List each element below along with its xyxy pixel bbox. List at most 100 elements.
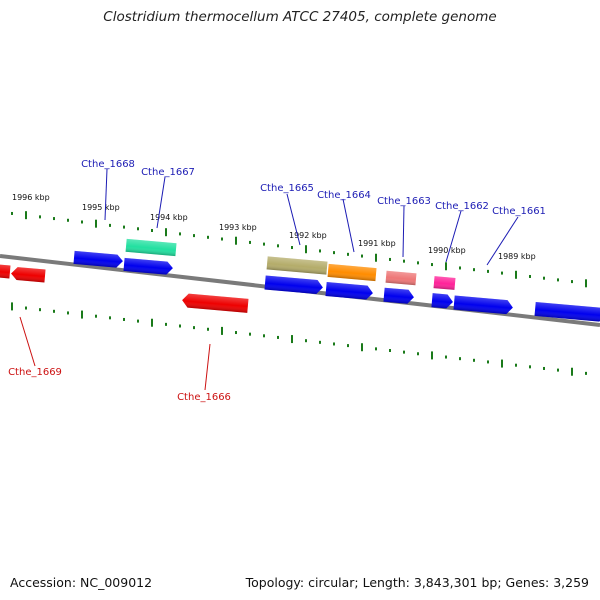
minor-tick (151, 228, 153, 232)
minor-tick (403, 259, 405, 263)
minor-tick (333, 251, 335, 255)
genome-summary: Topology: circular; Length: 3,843,301 bp… (245, 575, 589, 590)
minor-tick (347, 344, 349, 348)
gene-arrow-plus[interactable] (431, 293, 453, 309)
feature-cthe-1667[interactable] (125, 238, 177, 257)
minor-tick (207, 235, 209, 239)
map-title: Clostridium thermocellum ATCC 27405, com… (103, 9, 497, 25)
gene-arrow-plus[interactable] (534, 301, 600, 322)
feature-cthe-1662[interactable] (433, 276, 456, 290)
minor-tick (417, 261, 419, 265)
major-tick (11, 302, 13, 311)
minor-tick (67, 311, 69, 315)
minor-tick (459, 357, 461, 361)
gene-arrow-cthe-1666[interactable] (182, 293, 249, 313)
gene-label-cthe-1663[interactable]: Cthe_1663 (377, 196, 431, 207)
minor-tick (291, 246, 293, 250)
minor-tick (305, 339, 307, 343)
gene-arrow-plus[interactable] (325, 282, 373, 300)
major-tick (165, 228, 167, 237)
minor-tick (473, 268, 475, 272)
minor-tick (137, 319, 139, 323)
minor-tick (221, 237, 223, 241)
gene-arrow-minus-partial[interactable] (0, 264, 11, 279)
feature-cthe-1663[interactable] (385, 270, 417, 286)
major-tick (221, 326, 223, 335)
minor-tick (529, 365, 531, 369)
minor-tick (487, 360, 489, 364)
minor-tick (333, 342, 335, 346)
major-tick (431, 351, 433, 360)
minor-tick (277, 244, 279, 248)
gene-label-cthe-1662[interactable]: Cthe_1662 (435, 201, 489, 212)
minor-tick (165, 322, 167, 326)
gene-label-cthe-1669[interactable]: Cthe_1669 (8, 367, 62, 378)
major-tick (95, 219, 97, 228)
gene-arrow-plus[interactable] (383, 287, 414, 305)
gene-label-cthe-1661[interactable]: Cthe_1661 (492, 206, 546, 217)
accession-label: Accession: NC_009012 (10, 575, 153, 590)
major-tick (571, 367, 573, 376)
major-tick (25, 211, 27, 220)
minor-tick (123, 317, 125, 321)
minor-tick (319, 340, 321, 344)
minor-tick (515, 363, 517, 367)
gene-arrow-cthe-1661[interactable] (453, 295, 514, 315)
minor-tick (53, 309, 55, 313)
minor-tick (25, 306, 27, 310)
gene-label-cthe-1667[interactable]: Cthe_1667 (141, 167, 195, 178)
gene-label-cthe-1664[interactable]: Cthe_1664 (317, 190, 371, 201)
kbp-label: 1993 kbp (219, 223, 257, 232)
minor-tick (389, 349, 391, 352)
minor-tick (459, 266, 461, 270)
minor-tick (235, 331, 237, 335)
minor-tick (39, 215, 41, 219)
major-tick (375, 253, 377, 262)
minor-tick (109, 223, 111, 227)
gene-label-cthe-1668[interactable]: Cthe_1668 (81, 159, 135, 170)
major-tick (515, 270, 517, 279)
minor-tick (445, 355, 447, 359)
kbp-label: 1996 kbp (12, 193, 50, 202)
label-leaders (19, 168, 519, 391)
minor-tick (137, 227, 139, 231)
gene-label-cthe-1665[interactable]: Cthe_1665 (260, 183, 314, 194)
feature-cthe-1665[interactable] (266, 256, 328, 275)
gene-label-cthe-1666[interactable]: Cthe_1666 (177, 392, 231, 403)
gene-arrow-cthe-1669[interactable] (11, 267, 46, 283)
gene-arrow-plus[interactable] (123, 257, 173, 275)
major-tick (501, 359, 503, 368)
major-tick (151, 318, 153, 327)
gene-arrow-cthe-1668[interactable] (73, 250, 123, 268)
minor-tick (375, 347, 377, 351)
kbp-label: 1992 kbp (289, 231, 327, 240)
upper-tick-ruler (11, 211, 587, 288)
minor-tick (67, 218, 69, 222)
minor-tick (11, 211, 13, 215)
gene-arrow-plus[interactable] (264, 275, 324, 294)
minor-tick (319, 249, 321, 253)
kbp-label: 1991 kbp (358, 239, 396, 248)
minor-tick (193, 326, 195, 330)
kbp-label: 1994 kbp (150, 213, 188, 222)
major-tick (235, 236, 237, 245)
minor-tick (585, 371, 587, 375)
minor-tick (193, 234, 195, 238)
minor-tick (501, 271, 503, 275)
minor-tick (557, 368, 559, 372)
minor-tick (249, 332, 251, 336)
minor-tick (179, 324, 181, 328)
minor-tick (389, 257, 391, 261)
minor-tick (347, 252, 349, 256)
minor-tick (179, 232, 181, 236)
minor-tick (277, 335, 279, 339)
major-tick (585, 279, 587, 288)
minor-tick (361, 254, 363, 258)
feature-cthe-1664[interactable] (327, 263, 377, 282)
minor-tick (53, 217, 55, 221)
minor-tick (571, 280, 573, 284)
minor-tick (557, 278, 559, 282)
minor-tick (473, 358, 475, 362)
kbp-label: 1995 kbp (82, 203, 120, 212)
kbp-label: 1989 kbp (498, 252, 536, 261)
